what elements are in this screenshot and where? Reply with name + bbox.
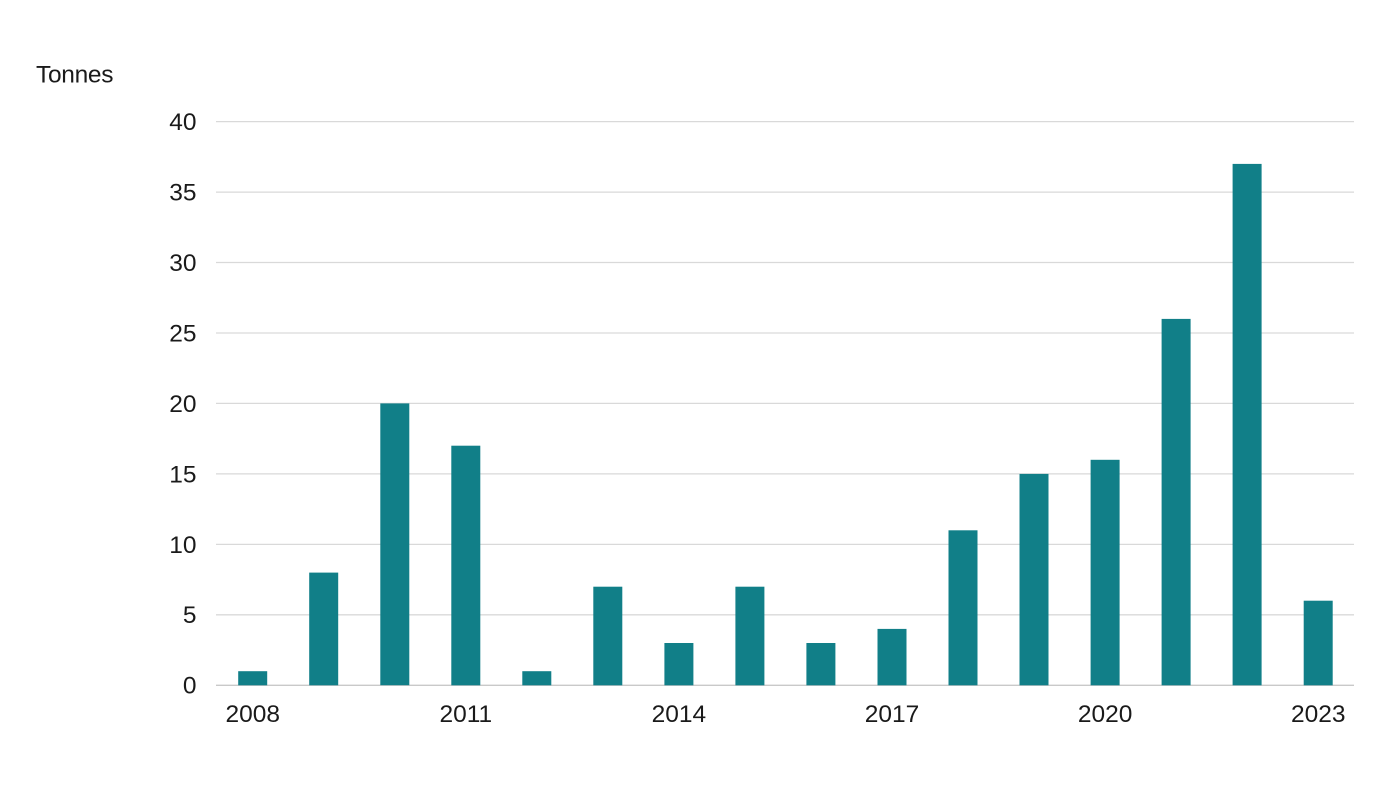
svg-text:5: 5: [183, 602, 197, 629]
svg-text:30: 30: [169, 250, 196, 277]
svg-text:2017: 2017: [865, 701, 920, 728]
svg-text:Tonnes: Tonnes: [36, 62, 113, 89]
svg-text:25: 25: [169, 320, 196, 347]
svg-text:2020: 2020: [1078, 701, 1133, 728]
svg-text:2023: 2023: [1291, 701, 1346, 728]
svg-text:2014: 2014: [652, 701, 707, 728]
svg-text:2011: 2011: [439, 701, 492, 728]
svg-text:35: 35: [169, 180, 196, 207]
svg-text:2008: 2008: [225, 701, 280, 728]
svg-text:40: 40: [169, 109, 196, 136]
svg-text:15: 15: [169, 461, 196, 488]
svg-text:10: 10: [169, 532, 196, 559]
svg-text:20: 20: [169, 391, 196, 418]
svg-text:0: 0: [183, 673, 197, 700]
